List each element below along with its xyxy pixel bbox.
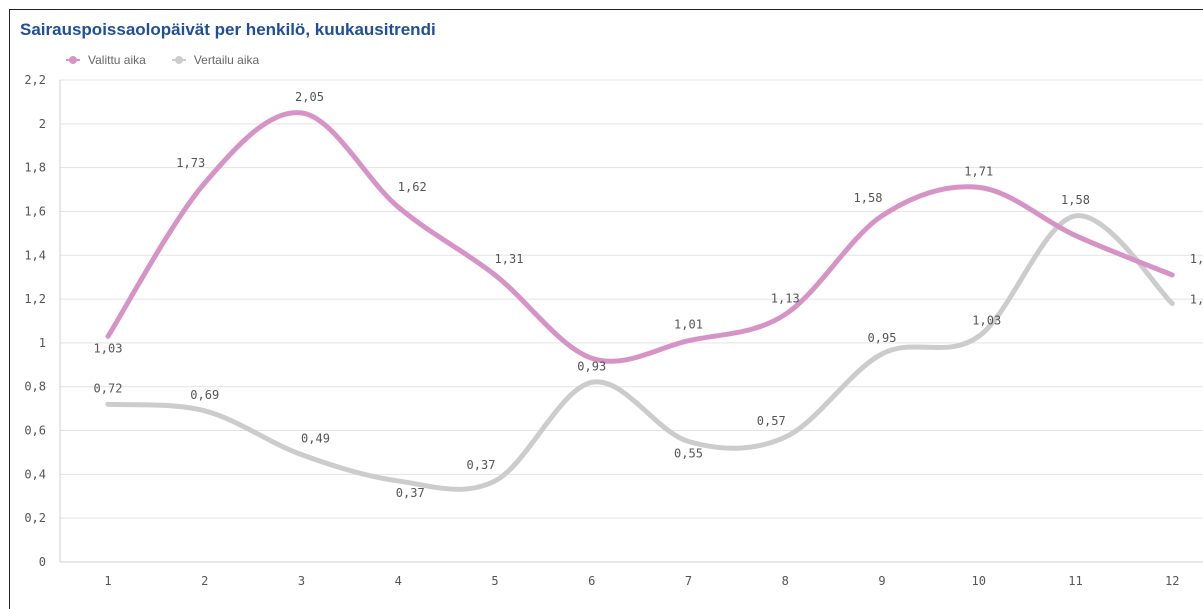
x-tick-label: 9	[878, 574, 885, 588]
y-tick-label: 2,2	[24, 73, 46, 87]
data-label-vertailu: 1,03	[972, 313, 1001, 327]
data-label-vertailu: 1,58	[1061, 193, 1090, 207]
series-line-vertailu	[105, 213, 1175, 492]
chart-title: Sairauspoissaolopäivät per henkilö, kuuk…	[20, 20, 436, 39]
x-tick-label: 3	[298, 574, 305, 588]
legend: Valittu aika Vertailu aika	[66, 53, 259, 67]
data-label-valittu: 1,31	[1190, 252, 1203, 266]
x-tick-label: 10	[972, 574, 986, 588]
legend-swatch-vertailu	[171, 55, 186, 65]
line-chart: 00,20,40,60,811,21,41,61,822,21 2 3 4 5 6 7 8 9 1…	[24, 73, 1203, 588]
legend-label-valittu: Valittu aika	[88, 53, 146, 67]
x-tick-label: 8	[782, 574, 789, 588]
legend-label-vertailu: Vertailu aika	[193, 53, 260, 67]
y-tick-label: 0,4	[24, 467, 46, 481]
data-label-valittu: 1,13	[771, 291, 800, 305]
data-label-vertailu: 0,93	[577, 359, 606, 373]
x-tick-label: 11	[1068, 574, 1082, 588]
data-label-vertailu: 0,37	[396, 486, 425, 500]
chart-frame	[9, 9, 1203, 609]
y-tick-label: 1,2	[24, 292, 46, 306]
data-label-vertailu: 0,69	[190, 388, 219, 402]
x-tick-label: 12	[1165, 574, 1179, 588]
x-tick-label: 5	[491, 574, 498, 588]
data-label-vertailu: 0,49	[301, 432, 330, 446]
y-tick-label: 1,6	[24, 204, 46, 218]
y-tick-label: 1	[39, 336, 46, 350]
data-label-vertailu: 0,72	[94, 381, 123, 395]
data-label-valittu: 2,05	[295, 90, 324, 104]
data-label-valittu: 1,58	[854, 191, 883, 205]
data-label-vertailu: 0,55	[674, 447, 703, 461]
legend-item-vertailu[interactable]: Vertailu aika	[171, 53, 260, 67]
y-tick-label: 0	[39, 555, 46, 569]
x-tick-label: 2	[201, 574, 208, 588]
y-tick-label: 0,6	[24, 424, 46, 438]
y-tick-label: 1,8	[24, 161, 46, 175]
data-label-valittu: 1,62	[398, 180, 427, 194]
data-label-valittu: 1,71	[964, 164, 993, 178]
data-label-valittu: 1,01	[674, 318, 703, 332]
y-tick-label: 2	[39, 117, 46, 131]
data-label-valittu: 1,31	[495, 252, 524, 266]
series-line-valittu	[105, 110, 1175, 364]
y-tick-label: 0,8	[24, 380, 46, 394]
data-label-vertailu: 0,57	[757, 414, 786, 428]
data-label-vertailu: 1,18	[1190, 292, 1203, 306]
x-tick-label: 1	[104, 574, 111, 588]
data-label-valittu: 1,73	[176, 156, 205, 170]
y-tick-label: 0,2	[24, 511, 46, 525]
legend-swatch-valittu	[66, 55, 80, 65]
data-label-vertailu: 0,37	[467, 458, 496, 472]
x-tick-label: 4	[395, 574, 402, 588]
legend-item-valittu[interactable]: Valittu aika	[66, 53, 146, 67]
data-label-valittu: 1,03	[94, 341, 123, 355]
data-label-vertailu: 0,95	[868, 331, 897, 345]
y-tick-label: 1,4	[24, 248, 46, 262]
x-tick-label: 6	[588, 574, 595, 588]
x-tick-label: 7	[685, 574, 692, 588]
